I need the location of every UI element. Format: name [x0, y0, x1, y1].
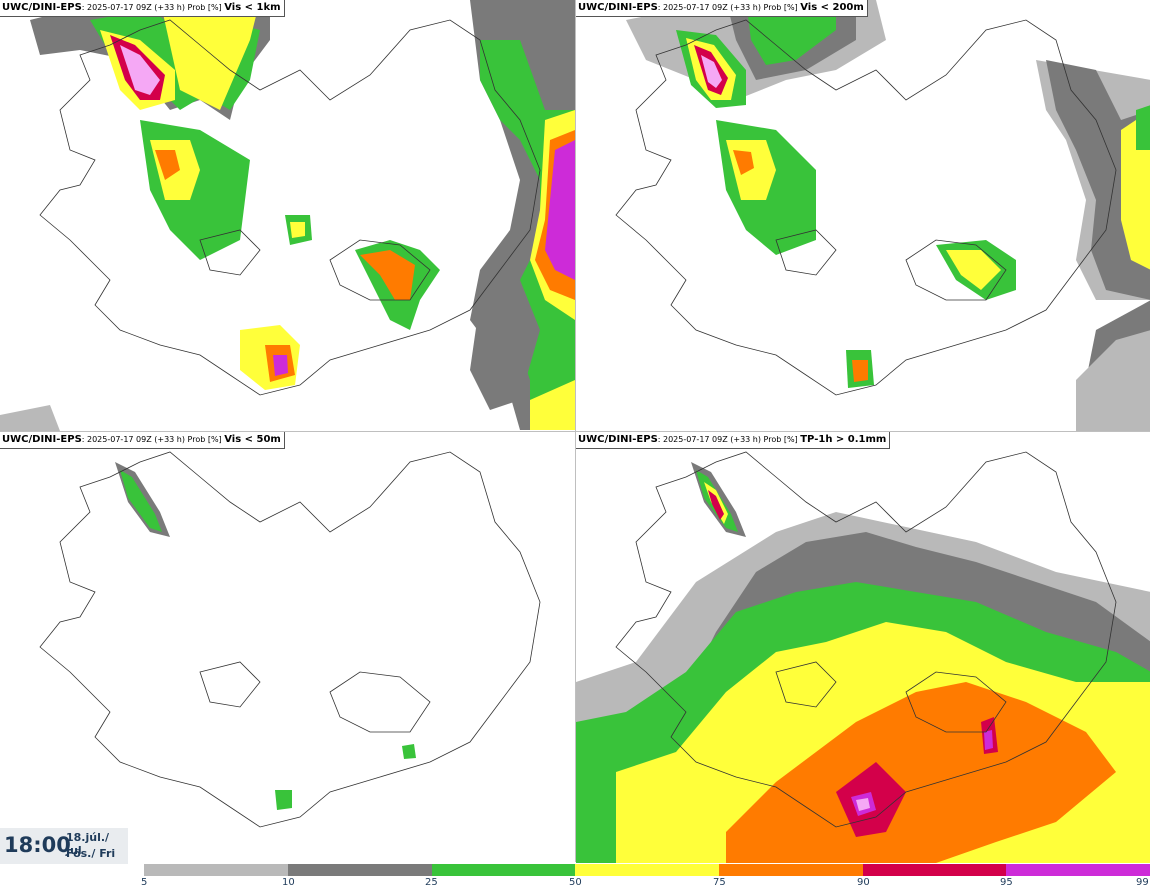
- variable-label: TP-1h > 0.1mm: [800, 434, 887, 445]
- map-vis-1km: [0, 0, 575, 431]
- variable-label: Vis < 1km: [224, 2, 281, 13]
- panel-title: UWC/DINI-EPS: 2025-07-17 09Z (+33 h) Pro…: [576, 0, 868, 17]
- colorbar-segment-50-75: [575, 864, 719, 876]
- run-meta: : 2025-07-17 09Z (+33 h) Prob [%]: [81, 435, 225, 444]
- colorbar-tick: 95: [1000, 877, 1013, 888]
- run-meta: : 2025-07-17 09Z (+33 h) Prob [%]: [657, 3, 801, 12]
- model-source: UWC/DINI-EPS: [578, 2, 658, 13]
- map-panel-vis-1km: UWC/DINI-EPS: 2025-07-17 09Z (+33 h) Pro…: [0, 0, 575, 431]
- probability-field: [115, 462, 416, 810]
- map-tp-1h: [576, 451, 1150, 863]
- colorbar-tick: 10: [282, 877, 295, 888]
- probability-field: [626, 0, 1150, 431]
- map-vis-200m: [615, 0, 1150, 431]
- panel-title: UWC/DINI-EPS: 2025-07-17 09Z (+33 h) Pro…: [576, 432, 891, 449]
- colorbar-segment-25-50: [432, 864, 575, 876]
- coastline: [615, 19, 1117, 396]
- colorbar: [144, 864, 1150, 876]
- valid-date-line2: Fös./ Fri: [66, 847, 116, 860]
- coastline: [39, 19, 541, 396]
- colorbar-tick: 75: [713, 877, 726, 888]
- valid-date-line1: 18.júl./ Jul: [66, 831, 110, 857]
- run-meta: : 2025-07-17 09Z (+33 h) Prob [%]: [657, 435, 801, 444]
- colorbar-tick: 90: [857, 877, 870, 888]
- colorbar-segment-90-95: [863, 864, 1006, 876]
- colorbar-tick: 99: [1136, 877, 1149, 888]
- run-meta: : 2025-07-17 09Z (+33 h) Prob [%]: [81, 3, 225, 12]
- panel-divider-horizontal: [0, 431, 1150, 432]
- valid-time: 18:00: [4, 833, 71, 857]
- panel-title: UWC/DINI-EPS: 2025-07-17 09Z (+33 h) Pro…: [0, 0, 285, 17]
- probability-field: [576, 462, 1150, 863]
- colorbar-tick: 25: [425, 877, 438, 888]
- coastline: [615, 451, 1117, 828]
- coastline: [39, 451, 541, 828]
- probability-field: [0, 0, 575, 431]
- colorbar-tick: 50: [569, 877, 582, 888]
- model-source: UWC/DINI-EPS: [2, 434, 82, 445]
- variable-label: Vis < 50m: [224, 434, 281, 445]
- colorbar-segment-75-90: [719, 864, 863, 876]
- panel-title: UWC/DINI-EPS: 2025-07-17 09Z (+33 h) Pro…: [0, 432, 285, 449]
- map-panel-vis-50m: UWC/DINI-EPS: 2025-07-17 09Z (+33 h) Pro…: [0, 432, 575, 863]
- model-source: UWC/DINI-EPS: [2, 2, 82, 13]
- model-source: UWC/DINI-EPS: [578, 434, 658, 445]
- colorbar-segment-5-10: [144, 864, 288, 876]
- map-panel-precip: UWC/DINI-EPS: 2025-07-17 09Z (+33 h) Pro…: [576, 432, 1150, 863]
- colorbar-tick: 5: [141, 877, 148, 888]
- colorbar-segment-10-25: [288, 864, 432, 876]
- map-panel-vis-200m: UWC/DINI-EPS: 2025-07-17 09Z (+33 h) Pro…: [576, 0, 1150, 431]
- valid-time-box: 18:00 18.júl./ Jul Fös./ Fri: [0, 828, 128, 864]
- variable-label: Vis < 200m: [800, 2, 864, 13]
- colorbar-segment-95-99: [1006, 864, 1150, 876]
- map-vis-50m: [39, 451, 541, 828]
